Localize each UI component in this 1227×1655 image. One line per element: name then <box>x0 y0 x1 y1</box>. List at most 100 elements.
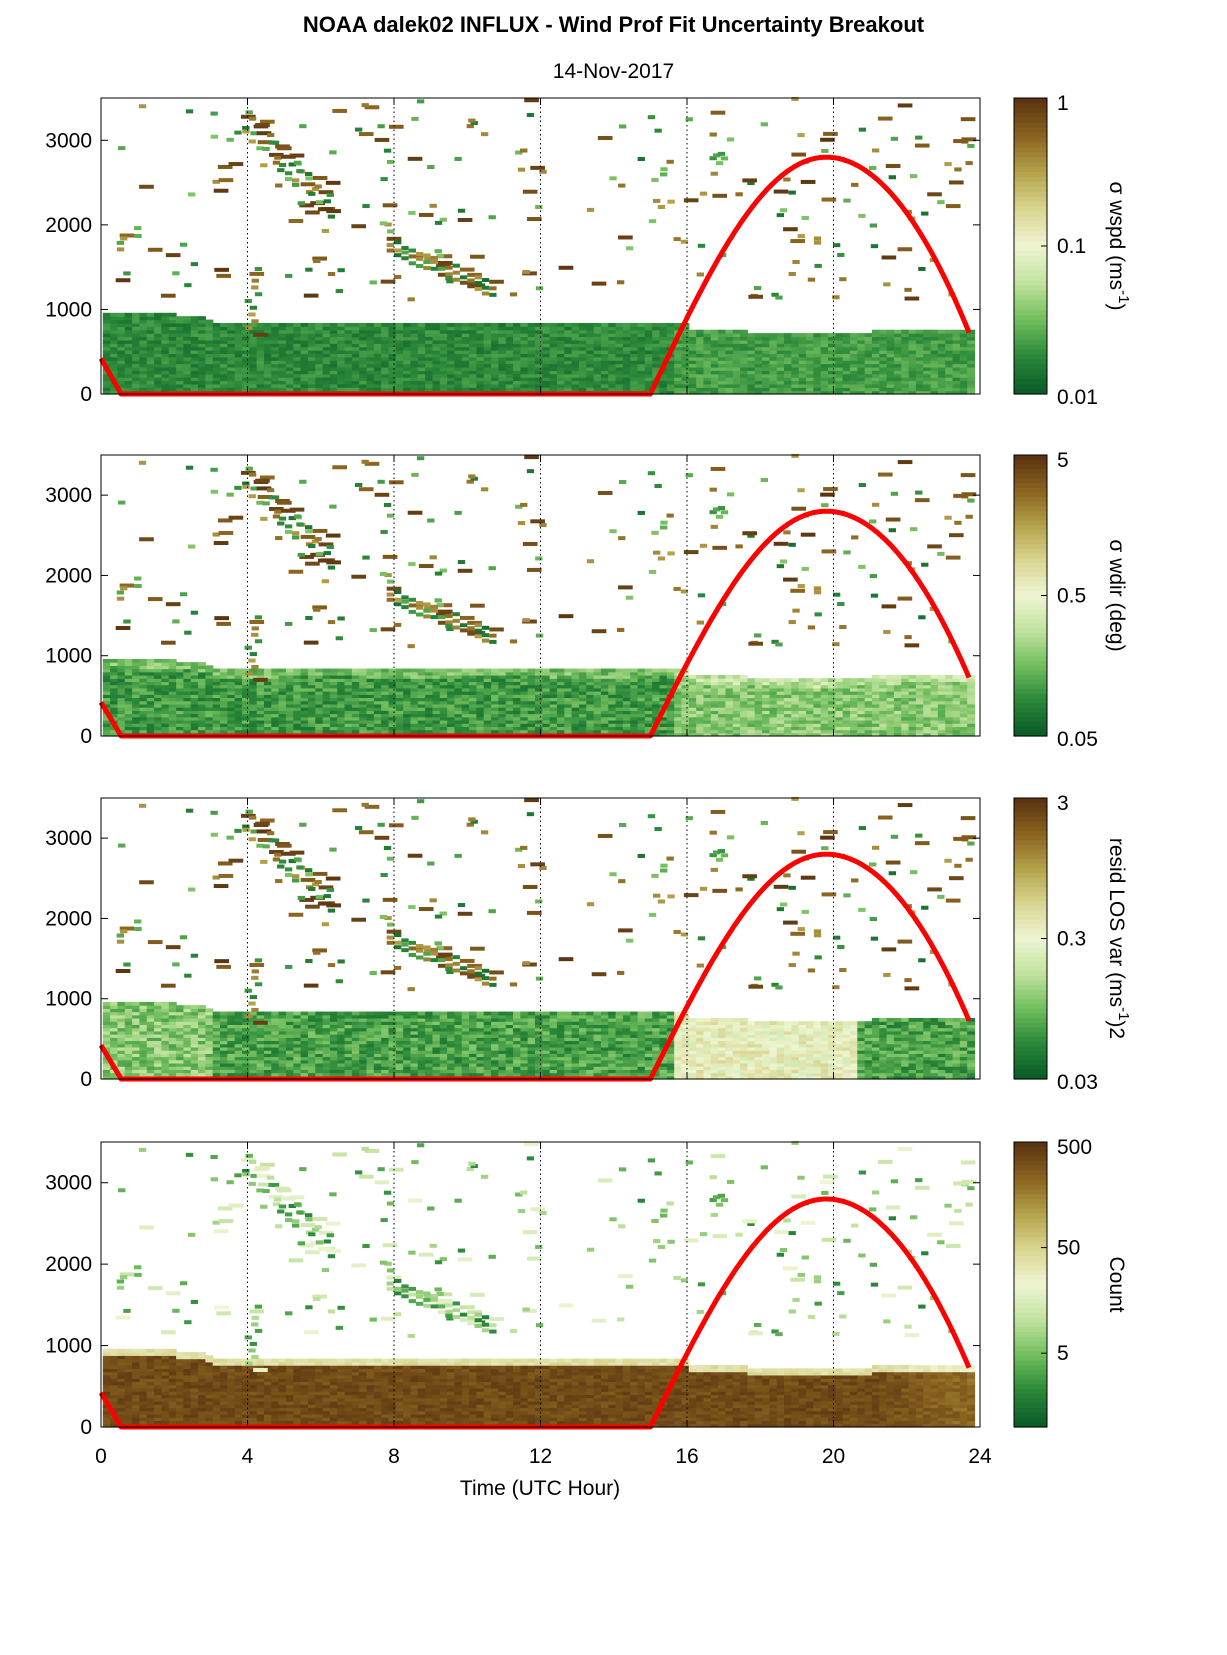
cell <box>454 336 463 341</box>
cell <box>901 336 910 341</box>
cell <box>908 387 917 392</box>
cell <box>659 380 668 385</box>
cell <box>520 370 529 375</box>
cell <box>952 387 961 392</box>
cell <box>791 380 800 385</box>
cell <box>461 322 470 327</box>
cell <box>395 329 404 334</box>
cell <box>864 350 873 355</box>
cell <box>439 370 448 375</box>
cell <box>417 333 426 338</box>
cell <box>432 346 441 351</box>
cell <box>227 694 236 699</box>
cell <box>271 710 280 715</box>
cell <box>813 350 822 355</box>
cell <box>476 353 485 358</box>
cell <box>307 363 316 368</box>
cell <box>307 333 316 338</box>
cell <box>432 333 441 338</box>
cell <box>161 343 170 348</box>
cell <box>285 700 294 705</box>
cell <box>271 333 280 338</box>
cell <box>293 674 302 679</box>
cell <box>432 326 441 331</box>
cell <box>709 156 717 161</box>
cell <box>615 322 624 327</box>
cell <box>373 377 382 382</box>
cell <box>483 356 492 361</box>
colorbar-step <box>1014 236 1047 242</box>
cell <box>359 326 368 331</box>
cell <box>820 383 829 388</box>
cell <box>754 678 763 683</box>
cell <box>784 356 792 361</box>
cell <box>249 687 258 692</box>
cell <box>245 110 253 115</box>
cell <box>740 339 749 344</box>
cell <box>271 336 280 341</box>
cell <box>271 377 280 382</box>
cell <box>505 383 514 388</box>
cell <box>871 350 880 355</box>
cell <box>564 322 573 327</box>
cell <box>571 322 580 327</box>
cell <box>893 363 902 368</box>
cell <box>696 370 705 375</box>
cell <box>425 322 434 327</box>
cell <box>263 710 272 715</box>
cell <box>132 322 141 327</box>
cell <box>959 377 968 382</box>
cell <box>454 350 463 355</box>
cell <box>564 363 573 368</box>
cell <box>312 256 327 261</box>
cell <box>271 383 280 388</box>
cell <box>710 377 719 382</box>
cell <box>212 179 220 184</box>
cell <box>154 684 163 689</box>
cell <box>234 322 243 327</box>
cell <box>754 350 763 355</box>
cell <box>227 387 236 392</box>
cell <box>337 326 346 331</box>
cell <box>176 681 185 686</box>
cell <box>379 221 388 226</box>
cell <box>300 360 309 365</box>
cell <box>806 363 814 368</box>
cell <box>124 360 133 365</box>
cell <box>329 360 338 365</box>
cell <box>784 360 792 365</box>
cell <box>271 360 280 365</box>
cell <box>393 274 402 279</box>
cell <box>806 390 814 395</box>
cell <box>549 353 558 358</box>
cell <box>447 329 456 334</box>
cell <box>476 356 485 361</box>
cell <box>205 383 214 388</box>
cell <box>703 390 712 395</box>
cell <box>139 350 148 355</box>
cell <box>571 350 580 355</box>
cell <box>212 343 221 348</box>
cell <box>945 346 954 351</box>
cell <box>329 373 338 378</box>
cell <box>564 353 573 358</box>
cell <box>791 152 807 157</box>
cell <box>220 729 228 734</box>
cell <box>212 356 221 361</box>
cell <box>154 383 163 388</box>
cell <box>798 339 807 344</box>
cell <box>293 671 302 676</box>
cell <box>102 681 111 686</box>
cell <box>454 360 463 365</box>
cell <box>901 390 910 395</box>
cell <box>293 380 302 385</box>
colorbar-step <box>1014 339 1047 346</box>
cell <box>791 366 800 371</box>
cell <box>284 171 293 176</box>
cell <box>329 336 338 341</box>
cell <box>110 363 119 368</box>
cell <box>535 380 543 385</box>
cell <box>556 387 565 392</box>
cell <box>843 198 851 203</box>
cell <box>168 383 177 388</box>
